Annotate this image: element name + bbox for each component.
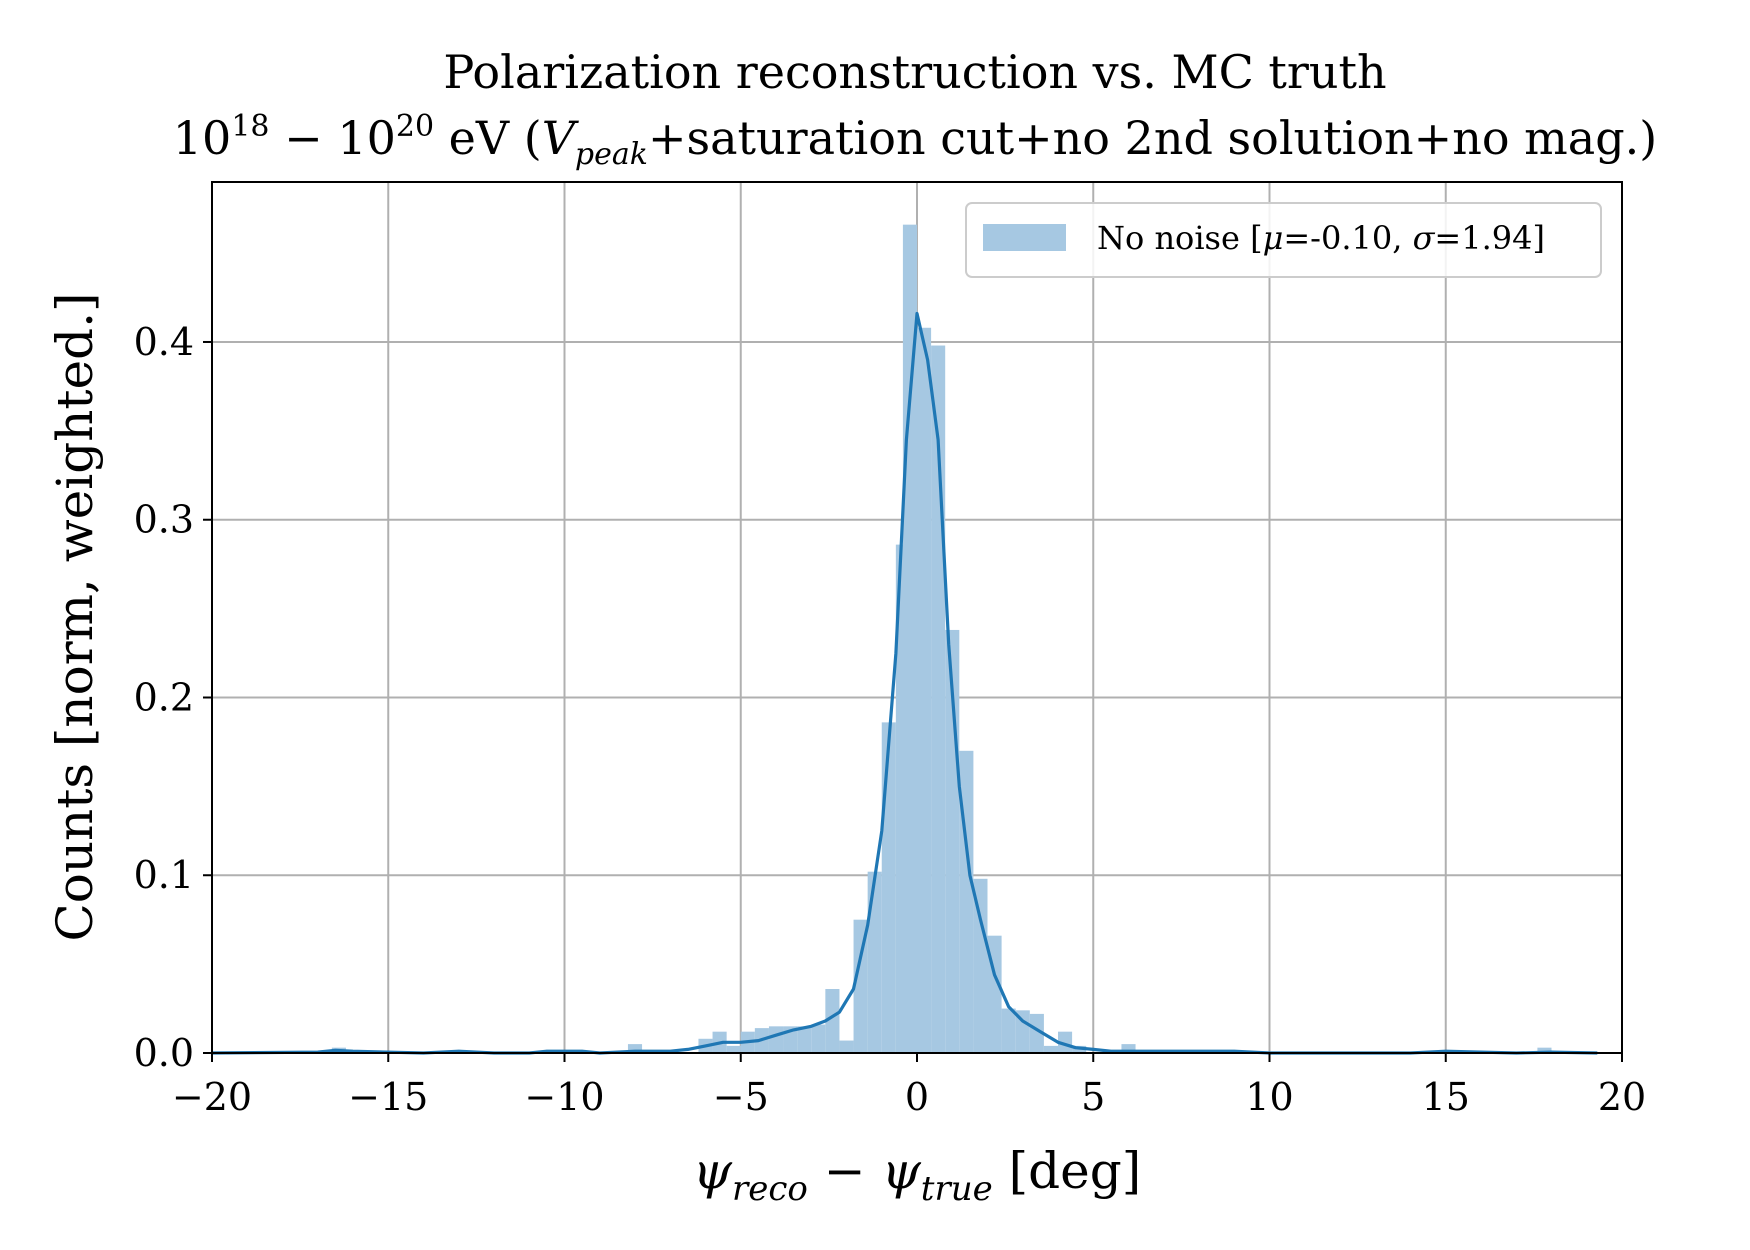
title-dash: −: [270, 111, 338, 165]
histogram-bar: [768, 1026, 784, 1053]
histogram-bar: [825, 989, 840, 1053]
histogram-bar: [627, 1044, 643, 1053]
title-exp-a: 18: [231, 109, 269, 144]
title-unit: eV (: [434, 111, 542, 165]
x-tick-label: −10: [524, 1075, 604, 1119]
histogram-bar: [917, 327, 932, 1054]
histogram-bar: [1029, 1013, 1044, 1053]
kde-curve: [211, 311, 1598, 1055]
chart-title-line1: Polarization reconstruction vs. MC truth: [443, 45, 1386, 99]
histogram-bar: [881, 722, 896, 1053]
y-tick-label: 0.3: [134, 498, 194, 542]
kde-curve-layer: [211, 311, 1598, 1055]
legend-sigma-value: =1.94]: [1434, 219, 1545, 257]
xlabel-unit: [deg]: [993, 1142, 1142, 1200]
y-axis-ticks: 0.0 0.1 0.2 0.3 0.4: [134, 320, 212, 1075]
xlabel-sym-a: ψ: [693, 1142, 733, 1200]
histogram-bar: [973, 878, 988, 1053]
histogram-bar: [853, 919, 868, 1053]
histogram-bar: [1121, 1044, 1136, 1053]
xlabel-sym-b: ψ: [882, 1142, 922, 1200]
title-exp-b: 20: [396, 109, 434, 144]
xlabel-sub-b: true: [921, 1169, 993, 1209]
x-tick-label: −20: [172, 1075, 252, 1119]
histogram-bar: [867, 871, 882, 1053]
title-var: V: [542, 111, 580, 165]
histogram-bar: [797, 1026, 812, 1053]
y-tick-label: 0.4: [134, 320, 194, 364]
x-tick-label: 0: [905, 1075, 929, 1119]
xlabel-minus: −: [808, 1142, 882, 1200]
legend-name: No noise [: [1097, 219, 1263, 257]
legend-label: No noise [μ=-0.10, σ=1.94]: [1097, 219, 1545, 257]
legend: No noise [μ=-0.10, σ=1.94]: [965, 202, 1602, 278]
histogram-bar: [726, 1045, 741, 1053]
histogram-bar: [1537, 1047, 1552, 1053]
histogram-bar: [1058, 1031, 1073, 1053]
y-axis-label: Counts [norm, weighted.]: [46, 293, 104, 942]
x-tick-label: 20: [1598, 1075, 1646, 1119]
xlabel-sub-a: reco: [732, 1169, 808, 1209]
legend-box: [965, 202, 1602, 278]
legend-sigma-symbol: σ: [1413, 219, 1436, 257]
x-tick-label: −5: [713, 1075, 769, 1119]
title-rest: +saturation cut+no 2nd solution+no mag.): [648, 111, 1657, 165]
histogram-bar: [839, 1040, 854, 1053]
y-tick-label: 0.0: [134, 1031, 194, 1075]
y-tick-label: 0.1: [134, 853, 194, 897]
chart-title-line2: 1018 − 1020 eV (Vpeak+saturation cut+no …: [173, 109, 1657, 172]
x-tick-label: 5: [1081, 1075, 1105, 1119]
histogram-bar: [811, 1024, 826, 1053]
y-tick-label: 0.2: [134, 675, 194, 719]
histogram-bar: [1001, 1008, 1016, 1053]
x-axis-ticks: −20 −15 −10 −5 0 5 10 15 20: [172, 1053, 1646, 1119]
legend-swatch: [983, 224, 1066, 251]
x-axis-label: ψreco − ψtrue [deg]: [693, 1142, 1141, 1209]
title-var-sub: peak: [575, 137, 648, 172]
x-tick-label: −15: [348, 1075, 428, 1119]
histogram-bar: [1043, 1045, 1058, 1053]
legend-mu-value: =-0.10,: [1283, 219, 1412, 257]
x-tick-label: 15: [1422, 1075, 1470, 1119]
legend-mu-symbol: μ: [1263, 219, 1284, 257]
histogram-bars: [331, 224, 1552, 1054]
x-tick-label: 10: [1245, 1075, 1293, 1119]
histogram-bar: [1015, 1010, 1030, 1053]
title-base-a: 10: [173, 111, 232, 165]
title-base-b: 10: [337, 111, 396, 165]
